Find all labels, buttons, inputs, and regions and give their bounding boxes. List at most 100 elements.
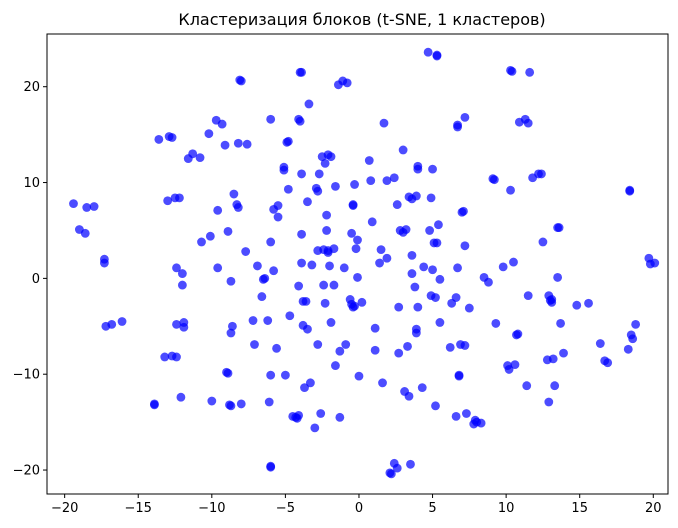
data-point — [285, 311, 295, 321]
x-tick-label: −5 — [276, 501, 295, 516]
data-point — [335, 346, 345, 356]
data-point — [297, 67, 306, 77]
data-point — [242, 139, 252, 149]
data-point — [294, 411, 304, 420]
data-point — [425, 226, 435, 235]
data-point — [304, 99, 314, 109]
data-point — [435, 318, 445, 327]
data-point — [150, 400, 159, 410]
data-point — [204, 129, 214, 139]
data-point — [650, 258, 660, 268]
data-point — [160, 352, 170, 362]
data-point — [257, 292, 267, 301]
data-point — [172, 319, 181, 329]
x-axis: −20 −15 −10 −5 0 5 10 15 20 — [51, 494, 662, 516]
data-point — [572, 300, 582, 310]
data-point — [314, 169, 324, 179]
data-point — [353, 235, 362, 245]
data-point — [357, 297, 367, 307]
data-point — [603, 358, 613, 368]
data-point — [419, 262, 429, 272]
data-point — [394, 302, 404, 312]
data-point — [378, 378, 387, 388]
data-point — [351, 244, 361, 254]
y-tick-label: −20 — [13, 464, 40, 479]
data-point — [233, 138, 243, 148]
data-point — [172, 352, 181, 362]
data-point — [300, 383, 309, 393]
data-point — [354, 371, 364, 381]
data-point — [307, 260, 317, 270]
data-point — [223, 368, 233, 378]
data-point — [538, 237, 548, 247]
data-point — [426, 193, 436, 203]
data-point — [342, 78, 352, 88]
data-point — [460, 112, 470, 122]
data-point — [509, 257, 518, 267]
data-point — [213, 263, 223, 273]
data-point — [525, 67, 535, 77]
x-tick-label: −20 — [51, 501, 78, 516]
data-point — [316, 409, 326, 418]
data-point — [413, 164, 423, 174]
data-point — [177, 269, 187, 278]
data-point — [217, 119, 227, 129]
data-point — [306, 378, 315, 388]
data-point — [347, 228, 357, 238]
data-point — [236, 399, 246, 409]
data-point — [80, 228, 90, 238]
data-point — [370, 323, 380, 333]
data-point — [413, 302, 423, 312]
data-point — [523, 291, 533, 301]
data-point — [283, 136, 293, 146]
data-point — [233, 203, 243, 212]
data-point — [544, 397, 554, 407]
data-point — [273, 201, 283, 210]
data-point — [313, 340, 323, 349]
data-point — [264, 397, 274, 407]
data-point — [417, 383, 427, 393]
data-point — [379, 118, 389, 128]
data-point — [628, 334, 638, 344]
data-point — [260, 273, 270, 283]
plot-area-frame — [46, 33, 669, 495]
data-point — [376, 245, 386, 255]
data-point — [451, 411, 461, 421]
data-point — [631, 319, 641, 329]
data-point — [228, 321, 237, 331]
data-point — [382, 176, 392, 186]
data-point — [89, 202, 99, 211]
data-point — [445, 342, 455, 352]
data-point — [220, 140, 230, 150]
data-point — [407, 269, 417, 278]
data-point — [553, 273, 563, 282]
data-point — [386, 469, 396, 479]
data-point — [431, 293, 440, 302]
data-point — [623, 344, 633, 354]
data-point — [301, 296, 311, 306]
y-axis: −20 −10 0 10 20 — [13, 80, 47, 479]
data-point — [226, 276, 236, 286]
data-point — [226, 328, 236, 338]
data-point — [403, 342, 412, 351]
chart-title: Кластеризация блоков (t-SNE, 1 кластеров… — [178, 10, 545, 29]
x-tick-label: 0 — [355, 501, 363, 516]
data-point — [269, 266, 279, 276]
data-point — [459, 206, 468, 216]
data-point — [370, 345, 380, 355]
x-tick-label: −10 — [198, 501, 225, 516]
data-point — [236, 76, 246, 86]
x-tick-label: 10 — [498, 501, 515, 516]
data-point — [548, 354, 558, 364]
data-point — [266, 237, 276, 247]
data-point — [476, 418, 486, 428]
data-point — [325, 261, 334, 271]
data-point — [375, 258, 384, 268]
data-point — [273, 212, 283, 222]
data-point — [294, 281, 304, 291]
data-point — [295, 116, 305, 126]
data-point — [163, 196, 173, 206]
data-point — [434, 220, 443, 230]
